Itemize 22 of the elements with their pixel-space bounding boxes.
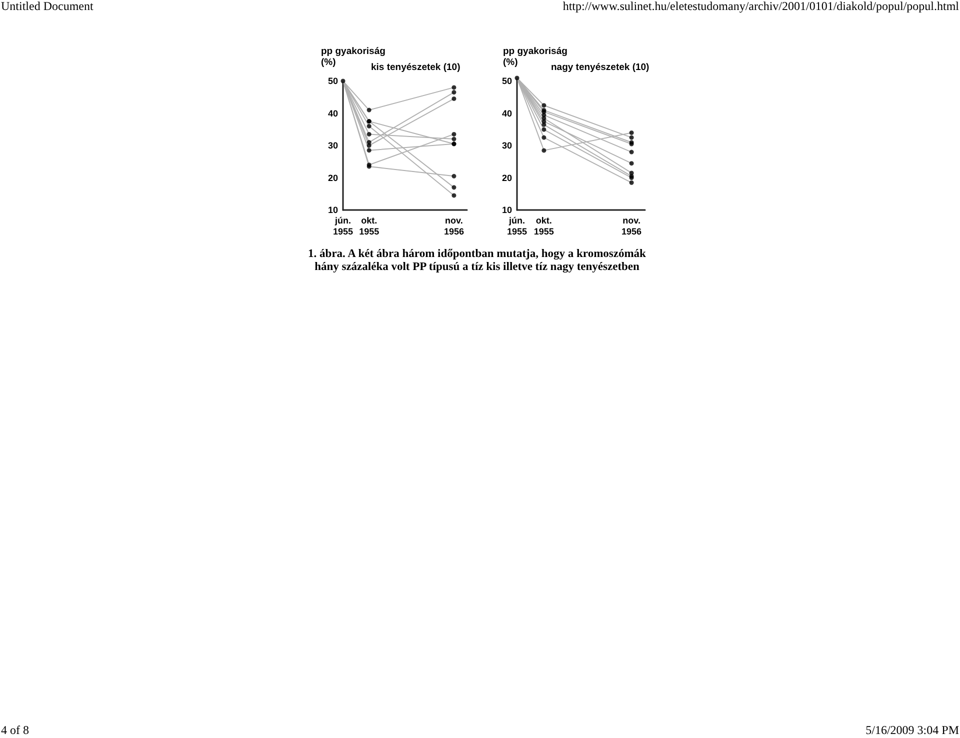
- y-tick-label: 40: [502, 108, 512, 118]
- chart-title: kis tenyészetek (10): [371, 62, 460, 73]
- x-tick-label: nov. 1956: [444, 216, 464, 236]
- text: Untitled Document: [1, 0, 94, 13]
- text: 4 of 8: [1, 723, 29, 737]
- y-tick-label: 40: [328, 108, 338, 118]
- x-tick-label: nov. 1956: [622, 216, 642, 236]
- y-tick-label: 30: [328, 140, 338, 150]
- y-tick-label: 30: [502, 140, 512, 151]
- x-tick-label: okt. 1955: [359, 216, 380, 236]
- text: http://www.sulinet.hu/eletestudomany/archiv/2001/0101/diakold/popul/popul.html: [562, 0, 959, 13]
- y-tick-label: 50: [502, 76, 512, 86]
- y-tick-label: 20: [328, 172, 338, 183]
- x-tick-label: jún. 1955: [332, 216, 354, 236]
- x-tick-label: okt. 1955: [534, 216, 554, 236]
- x-tick-label: jún. 1955: [506, 216, 528, 236]
- y-tick-label: 20: [502, 172, 512, 183]
- y-tick-label: 10: [328, 205, 338, 215]
- text: 5/16/2009 3:04 PM: [866, 723, 959, 737]
- y-tick-label: 10: [502, 205, 512, 215]
- text: 1. ábra. A két ábra három időpontban mutatja, hogy a kromoszómák hány százaléka volt PP típusú a tíz kis illetve tíz nagy tenyészetben: [307, 248, 647, 274]
- y-tick-label: 50: [328, 76, 338, 86]
